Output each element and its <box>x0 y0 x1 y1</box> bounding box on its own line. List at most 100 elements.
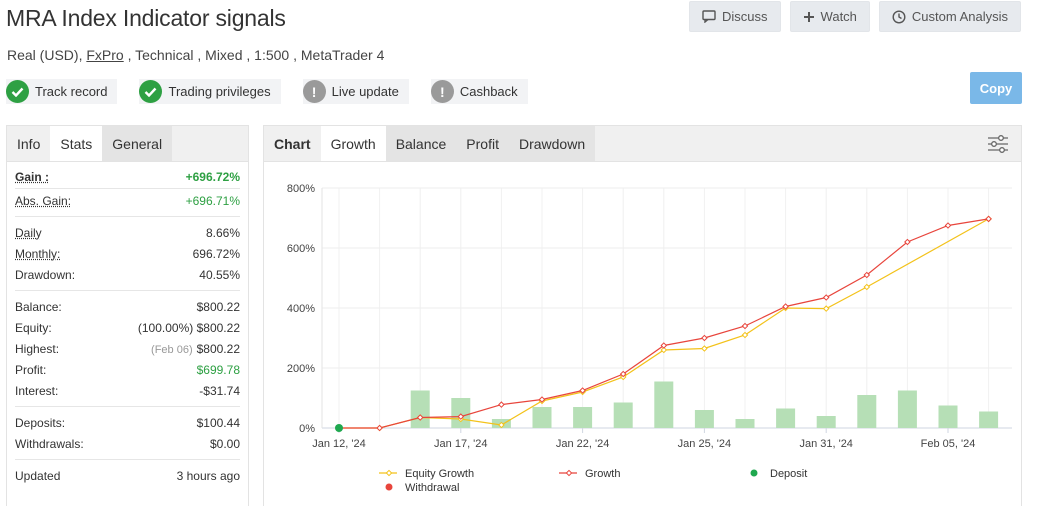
equity-growth-point <box>864 284 869 289</box>
legend-label: Withdrawal <box>405 482 459 494</box>
stat-value: (100.00%) $800.22 <box>138 321 240 335</box>
check-icon <box>139 80 162 103</box>
watch-label: Watch <box>821 9 857 24</box>
stat-label[interactable]: Gain : <box>15 170 49 184</box>
x-tick-label: Jan 17, '24 <box>434 438 487 450</box>
comment-icon <box>702 10 716 23</box>
plus-icon <box>803 11 815 23</box>
stat-label: Interest: <box>15 384 58 398</box>
deposit-bar <box>695 410 714 428</box>
stat-interest: Interest: -$31.74 <box>15 380 240 401</box>
deposit-bar <box>451 398 470 428</box>
x-tick-label: Jan 12, '24 <box>312 438 365 450</box>
watch-button[interactable]: Watch <box>790 1 870 32</box>
x-tick-label: Feb 05, '24 <box>921 438 976 450</box>
growth-point <box>702 335 707 340</box>
stat-withdrawals: Withdrawals: $0.00 <box>15 433 240 454</box>
x-tick-label: Jan 25, '24 <box>678 438 731 450</box>
stat-label[interactable]: Daily <box>15 226 42 240</box>
deposit-bar <box>411 391 430 429</box>
deposit-bar <box>776 409 795 429</box>
stat-value: $100.44 <box>197 416 240 430</box>
badge-cashback[interactable]: ! Cashback <box>431 79 528 104</box>
y-tick-label: 800% <box>287 183 315 195</box>
deposit-marker <box>335 424 343 432</box>
y-tick-label: 200% <box>287 363 315 375</box>
growth-point <box>824 295 829 300</box>
stat-abs-gain: Abs. Gain: +696.71% <box>15 190 240 211</box>
divider <box>15 216 240 217</box>
stat-value: 3 hours ago <box>177 469 240 483</box>
tab-info[interactable]: Info <box>7 126 50 161</box>
equity-percent: (100.00%) <box>138 321 193 335</box>
deposit-bar <box>573 407 592 428</box>
account-type: Real (USD), <box>7 47 86 63</box>
growth-point <box>377 425 382 430</box>
stats-body: Gain : +696.72% Abs. Gain: +696.71% Dail… <box>7 166 248 486</box>
stat-drawdown: Drawdown: 40.55% <box>15 264 240 285</box>
chart-tabs: Chart Growth Balance Profit Drawdown <box>264 126 1021 162</box>
badge-label: Cashback <box>460 84 518 99</box>
badge-track-record[interactable]: Track record <box>6 79 117 104</box>
legend-label: Deposit <box>770 468 807 480</box>
stat-equity: Equity: (100.00%) $800.22 <box>15 317 240 338</box>
stat-value: $800.22 <box>197 300 240 314</box>
deposit-bar <box>939 406 958 429</box>
legend-marker <box>566 470 571 475</box>
stat-highest: Highest: (Feb 06) $800.22 <box>15 338 240 359</box>
tab-general[interactable]: General <box>102 126 172 161</box>
badge-trading-privileges[interactable]: Trading privileges <box>139 79 280 104</box>
chart-panel: Chart Growth Balance Profit Drawdown 0% 2… <box>263 125 1022 506</box>
discuss-button[interactable]: Discuss <box>689 1 781 32</box>
equity-growth-point <box>702 346 707 351</box>
tab-stats[interactable]: Stats <box>50 126 102 161</box>
divider <box>15 406 240 407</box>
highest-date: (Feb 06) <box>151 344 193 356</box>
growth-point <box>499 402 504 407</box>
chart-settings-icon[interactable] <box>987 134 1009 159</box>
tab-growth[interactable]: Growth <box>321 126 386 161</box>
stat-label[interactable]: Abs. Gain: <box>15 194 71 208</box>
tab-chart[interactable]: Chart <box>264 126 321 161</box>
stat-value: +696.72% <box>186 170 240 184</box>
stat-label: Balance: <box>15 300 62 314</box>
stat-monthly: Monthly: 696.72% <box>15 243 240 264</box>
account-subtitle: Real (USD), FxPro , Technical , Mixed , … <box>7 47 384 63</box>
divider <box>15 188 240 189</box>
stats-panel: Info Stats General Gain : +696.72% Abs. … <box>6 125 249 506</box>
deposit-bar <box>898 391 917 429</box>
badge-live-update[interactable]: ! Live update <box>303 79 409 104</box>
growth-chart: 0% 200% 400% 600% 800% Jan 12, '24 Jan 17, '24… <box>264 162 1021 506</box>
stat-value: 8.66% <box>206 226 240 240</box>
divider <box>15 459 240 460</box>
page-title: MRA Index Indicator signals <box>6 5 286 32</box>
x-tick-label: Jan 22, '24 <box>556 438 609 450</box>
tab-drawdown[interactable]: Drawdown <box>509 126 595 161</box>
legend-marker <box>386 470 391 475</box>
exclamation-icon: ! <box>303 80 326 103</box>
equity-growth-point <box>824 306 829 311</box>
stat-label[interactable]: Monthly: <box>15 247 60 261</box>
stats-tabs: Info Stats General <box>7 126 248 162</box>
badge-label: Track record <box>35 84 107 99</box>
copy-button[interactable]: Copy <box>970 72 1022 104</box>
stat-deposits: Deposits: $100.44 <box>15 412 240 433</box>
stat-value: +696.71% <box>186 194 240 208</box>
stat-label: Deposits: <box>15 416 65 430</box>
y-tick-label: 0% <box>299 423 315 435</box>
broker-link[interactable]: FxPro <box>86 47 123 63</box>
deposit-bar <box>614 403 633 429</box>
legend-label: Growth <box>585 468 620 480</box>
legend-dot-symbol <box>386 484 393 491</box>
exclamation-icon: ! <box>431 80 454 103</box>
deposit-bar <box>979 412 998 429</box>
check-icon <box>6 80 29 103</box>
stat-gain: Gain : +696.72% <box>15 166 240 187</box>
tab-balance[interactable]: Balance <box>386 126 457 161</box>
highest-amount: $800.22 <box>197 342 240 356</box>
stat-daily: Daily 8.66% <box>15 222 240 243</box>
stat-value: $0.00 <box>210 437 240 451</box>
tab-profit[interactable]: Profit <box>456 126 509 161</box>
equity-amount: $800.22 <box>197 321 240 335</box>
custom-analysis-button[interactable]: Custom Analysis <box>879 1 1021 32</box>
